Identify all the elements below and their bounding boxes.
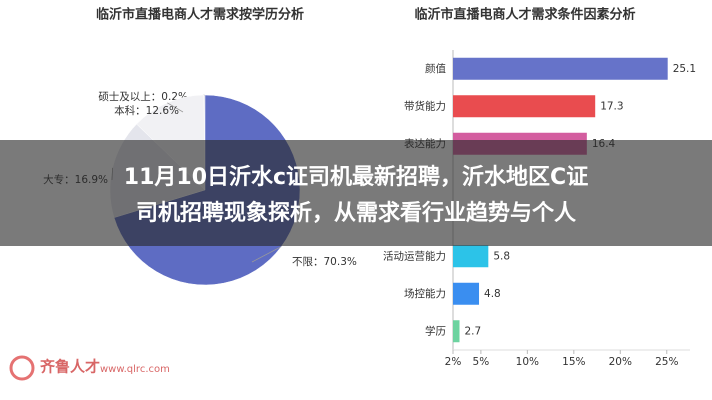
category-label: 场控能力	[404, 287, 446, 300]
category-label: 活动运营能力	[383, 249, 446, 262]
slice-label: 本科：12.6%	[114, 104, 179, 117]
leader-line	[251, 246, 282, 263]
watermark: 齐鲁人才 www.qlrc.com	[9, 355, 170, 381]
pie-title: 临沂市直播电商人才需求按学历分析	[96, 7, 304, 23]
slice-label: 不限：70.3%	[292, 256, 357, 268]
value-label: 25.1	[673, 63, 696, 75]
brand: 齐鲁人才	[40, 358, 100, 376]
overlay-band	[0, 140, 712, 246]
value-label: 5.8	[493, 250, 510, 262]
x-tick-label: 15%	[562, 356, 585, 368]
x-tick-label: 20%	[609, 356, 632, 368]
bar	[453, 282, 480, 305]
bar	[453, 245, 489, 268]
bar-title: 临沂市直播电商人才需求条件因素分析	[414, 7, 635, 23]
logo-icon	[9, 355, 35, 381]
x-tick-label: 25%	[655, 356, 678, 368]
bar	[453, 95, 596, 118]
bar	[453, 320, 460, 343]
x-tick-label: 2%	[445, 356, 462, 368]
x-tick-label: 10%	[516, 356, 539, 368]
x-tick-label: 5%	[473, 356, 490, 368]
headline-line: 11月10日沂水c证司机最新招聘，沂水地区C证	[124, 164, 588, 190]
value-label: 2.7	[465, 325, 482, 337]
category-label: 学历	[425, 324, 446, 337]
headline-line: 司机招聘现象探析，从需求看行业趋势与个人	[136, 200, 576, 226]
bar	[453, 57, 668, 80]
value-label: 17.3	[600, 100, 623, 112]
category-label: 颜值	[425, 62, 446, 75]
value-label: 4.8	[484, 288, 501, 300]
overlay: 11月10日沂水c证司机最新招聘，沂水地区C证 司机招聘现象探析，从需求看行业趋…	[0, 140, 712, 246]
slice-label: 硕士及以上：0.2%	[98, 90, 188, 103]
category-label: 带货能力	[404, 99, 446, 112]
leader-line	[167, 102, 184, 113]
url: www.qlrc.com	[100, 364, 170, 375]
